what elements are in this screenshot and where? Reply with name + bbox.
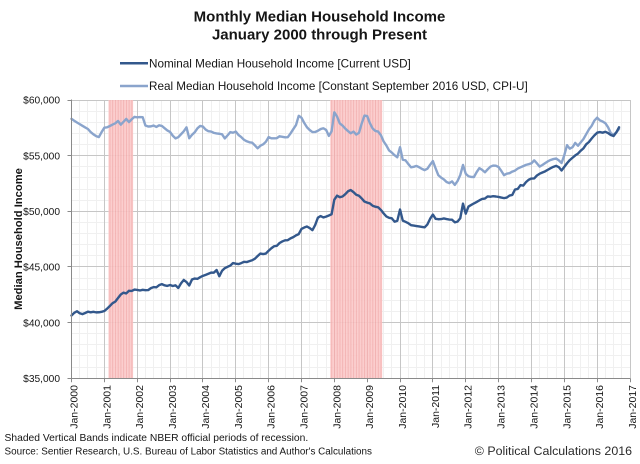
svg-text:Median Household Income: Median Household Income <box>13 168 25 310</box>
svg-text:Jan-2006: Jan-2006 <box>266 385 278 429</box>
svg-text:Jan-2017: Jan-2017 <box>627 385 639 429</box>
svg-text:$60,000: $60,000 <box>23 96 60 107</box>
svg-text:Jan-2016: Jan-2016 <box>594 385 606 429</box>
svg-text:Source: Sentier Research, U.S.: Source: Sentier Research, U.S. Bureau of… <box>5 447 373 458</box>
svg-text:$55,000: $55,000 <box>23 151 60 162</box>
svg-text:Jan-2011: Jan-2011 <box>430 385 442 428</box>
svg-text:Nominal Median Household Incom: Nominal Median Household Income [Current… <box>149 58 411 71</box>
svg-text:Jan-2005: Jan-2005 <box>233 385 245 429</box>
svg-text:© Political Calculations 2016: © Political Calculations 2016 <box>475 444 632 458</box>
svg-text:Jan-2009: Jan-2009 <box>364 385 376 429</box>
svg-text:$50,000: $50,000 <box>23 207 60 218</box>
svg-text:Jan-2007: Jan-2007 <box>298 385 310 429</box>
svg-text:$40,000: $40,000 <box>23 318 60 329</box>
svg-text:Monthly Median Household Incom: Monthly Median Household Income <box>194 8 446 25</box>
svg-text:$35,000: $35,000 <box>23 374 60 385</box>
svg-text:Shaded Vertical Bands indicate: Shaded Vertical Bands indicate NBER offi… <box>5 433 309 444</box>
svg-text:Jan-2010: Jan-2010 <box>397 385 409 429</box>
svg-text:Jan-2004: Jan-2004 <box>200 385 212 429</box>
svg-text:Jan-2014: Jan-2014 <box>528 385 540 429</box>
svg-text:$45,000: $45,000 <box>23 263 60 274</box>
svg-text:Jan-2015: Jan-2015 <box>561 385 573 429</box>
svg-text:Jan-2012: Jan-2012 <box>463 385 475 429</box>
svg-text:Jan-2002: Jan-2002 <box>134 385 146 429</box>
svg-text:Real Median Household Income [: Real Median Household Income [Constant S… <box>149 80 528 93</box>
svg-text:Jan-2003: Jan-2003 <box>167 385 179 429</box>
svg-text:Jan-2000: Jan-2000 <box>69 385 81 429</box>
svg-text:Jan-2001: Jan-2001 <box>101 385 113 429</box>
svg-text:Jan-2008: Jan-2008 <box>331 385 343 429</box>
svg-text:January 2000 through Present: January 2000 through Present <box>212 27 427 44</box>
svg-text:Jan-2013: Jan-2013 <box>496 385 508 429</box>
